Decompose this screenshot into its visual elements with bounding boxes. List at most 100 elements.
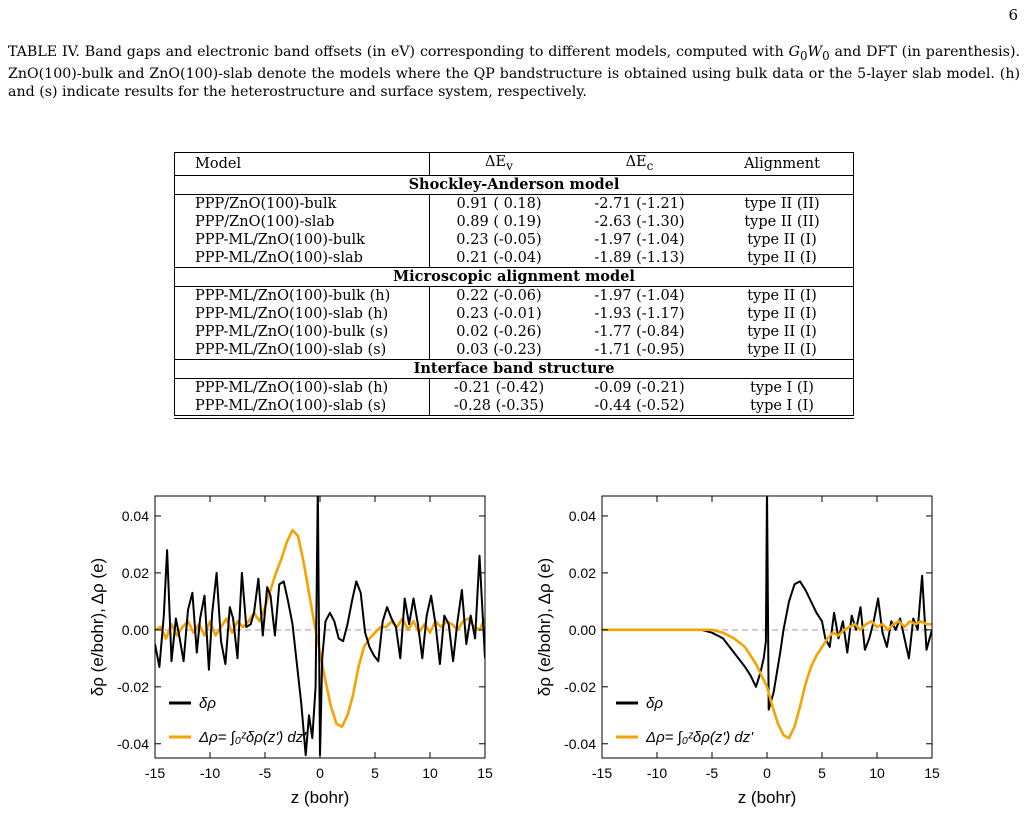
cell-dec: -2.63 (-1.30) [594,213,685,230]
cell-model: PPP/ZnO(100)-slab [174,212,430,231]
header-dec-label: ΔE [625,154,647,170]
cell-dev: -0.21 (-0.42) [429,378,568,397]
x-tick-label: 10 [869,765,885,781]
table-row: PPP-ML/ZnO(100)-bulk (s) 0.02 (-0.26) -1.7… [174,322,854,341]
section-title: Shockley-Anderson model [174,174,854,195]
cell-alignment: type II (II) [711,212,854,231]
cell-alignment: type I (I) [711,378,854,397]
y-tick-label: -0.02 [117,679,149,695]
caption-rest: and DFT (in parenthesis). ZnO(100)-bulk … [8,44,1021,100]
header-dev: ΔEv [429,152,568,176]
legend-label-delta-rho: δρ [199,695,216,712]
header-model: Model [174,152,430,176]
charge-density-chart-right: 0.04 0.02 0.00 -0.02 -0.04 -15 -10 -5 0 5 10 15 z (b… [535,495,940,807]
cell-model: PPP-ML/ZnO(100)-bulk (h) [174,286,430,305]
cell-dec: -1.89 (-1.13) [594,249,685,266]
table-row: PPP/ZnO(100)-slab 0.89 ( 0.19) -2.63 (-1.3… [174,212,854,231]
header-alignment: Alignment [711,152,854,176]
cell-model: PPP/ZnO(100)-bulk [174,194,430,213]
cell-model: PPP-ML/ZnO(100)-bulk [174,230,430,249]
table-row: PPP/ZnO(100)-bulk 0.91 ( 0.18) -2.71 (-1.2… [174,194,854,213]
section-title-row: Interface band structure [174,358,854,379]
section-title-row: Shockley-Anderson model [174,174,854,195]
y-tick-label: 0.02 [122,565,149,581]
x-tick-label: -15 [592,765,612,781]
table-row: PPP-ML/ZnO(100)-bulk (h) 0.22 (-0.06) -1.9… [174,286,854,305]
cell-model: PPP-ML/ZnO(100)-slab (s) [174,340,430,360]
cell-dec: -1.97 (-1.04) [594,287,685,304]
caption-w: W [807,44,823,60]
cell-model: PPP-ML/ZnO(100)-slab (s) [174,396,430,416]
x-tick-label: 5 [371,765,379,781]
table-row: PPP-ML/ZnO(100)-slab (h) -0.21 (-0.42) -0.… [174,378,854,397]
charge-density-chart-left: 0.04 0.02 0.00 -0.02 -0.04 -15 -10 -5 0 5 10 15 z (b… [88,495,493,807]
y-tick-label: -0.02 [564,679,596,695]
caption-lead: TABLE IV. Band gaps and electronic band … [8,44,789,60]
cell-dec: -1.71 (-0.95) [594,341,685,358]
cell-alignment: type II (I) [711,248,854,268]
y-tick-label: 0.02 [569,565,596,581]
legend-label-Delta-rho: Δρ= ∫₀ᶻδρ(z') dz' [645,729,754,746]
x-tick-label: 10 [422,765,438,781]
table-header-row: Model ΔEv ΔEc Alignment [174,152,854,176]
delta-rho-series-line [155,496,485,757]
x-tick-label: -10 [200,765,220,781]
table-row: PPP-ML/ZnO(100)-bulk 0.23 (-0.05) -1.97 (-… [174,230,854,249]
page-number: 6 [1008,6,1018,24]
cell-dec: -1.93 (-1.17) [594,305,685,322]
caption-g: G [788,44,800,60]
cell-dev: 0.22 (-0.06) [429,286,568,305]
y-tick-label: 0.04 [569,508,596,524]
x-tick-label: 0 [316,765,324,781]
header-dec: ΔEc [568,152,711,176]
header-dev-label: ΔE [485,154,507,170]
x-axis-label: z (bohr) [291,788,350,807]
table-bottom-rule [174,418,854,419]
cell-alignment: type II (I) [711,322,854,341]
cell-alignment: type II (I) [711,304,854,323]
cell-dev: 0.21 (-0.04) [429,248,568,268]
Delta-rho-series-line [602,620,932,740]
caption-w-sub: 0 [822,48,830,63]
x-tick-label: -5 [706,765,719,781]
table-row: PPP-ML/ZnO(100)-slab (s) 0.03 (-0.23) -1.7… [174,340,854,360]
cell-model: PPP-ML/ZnO(100)-slab (h) [174,378,430,397]
cell-dev: 0.91 ( 0.18) [429,194,568,213]
header-dev-sub: v [506,158,513,173]
cell-alignment: type II (I) [711,286,854,305]
header-dec-sub: c [646,158,654,173]
x-tick-label: 15 [477,765,493,781]
y-tick-label: 0.04 [122,508,149,524]
cell-dev: 0.23 (-0.01) [429,304,568,323]
legend-label-delta-rho: δρ [646,695,663,712]
y-tick-label: 0.00 [569,622,596,638]
y-tick-label: 0.00 [122,622,149,638]
delta-rho-series-line [602,496,932,711]
cell-model: PPP-ML/ZnO(100)-bulk (s) [174,322,430,341]
x-tick-label: -10 [647,765,667,781]
cell-alignment: type I (I) [711,396,854,416]
section-title: Interface band structure [174,358,854,379]
x-axis-label: z (bohr) [738,788,797,807]
section-title-row: Microscopic alignment model [174,266,854,287]
cell-dev: 0.03 (-0.23) [429,340,568,360]
y-axis-label: δρ (e/bohr), Δρ (e) [88,558,107,696]
cell-dec: -0.09 (-0.21) [594,379,685,396]
band-offset-table: Model ΔEv ΔEc Alignment Shockley-Anderso… [174,152,854,416]
legend-label-Delta-rho: Δρ= ∫₀ᶻδρ(z') dz' [198,729,307,746]
y-axis-label: δρ (e/bohr), Δρ (e) [535,558,554,696]
x-tick-label: -15 [145,765,165,781]
cell-dev: 0.02 (-0.26) [429,322,568,341]
table-caption: TABLE IV. Band gaps and electronic band … [8,43,1020,101]
x-tick-label: -5 [259,765,272,781]
cell-alignment: type II (I) [711,340,854,360]
section-title: Microscopic alignment model [174,266,854,287]
x-tick-label: 15 [924,765,940,781]
x-tick-label: 0 [763,765,771,781]
x-tick-label: 5 [818,765,826,781]
cell-model: PPP-ML/ZnO(100)-slab [174,248,430,268]
y-tick-label: -0.04 [564,736,596,752]
cell-dec: -2.71 (-1.21) [594,195,685,212]
cell-dev: 0.23 (-0.05) [429,230,568,249]
cell-dec: -0.44 (-0.52) [568,396,711,416]
